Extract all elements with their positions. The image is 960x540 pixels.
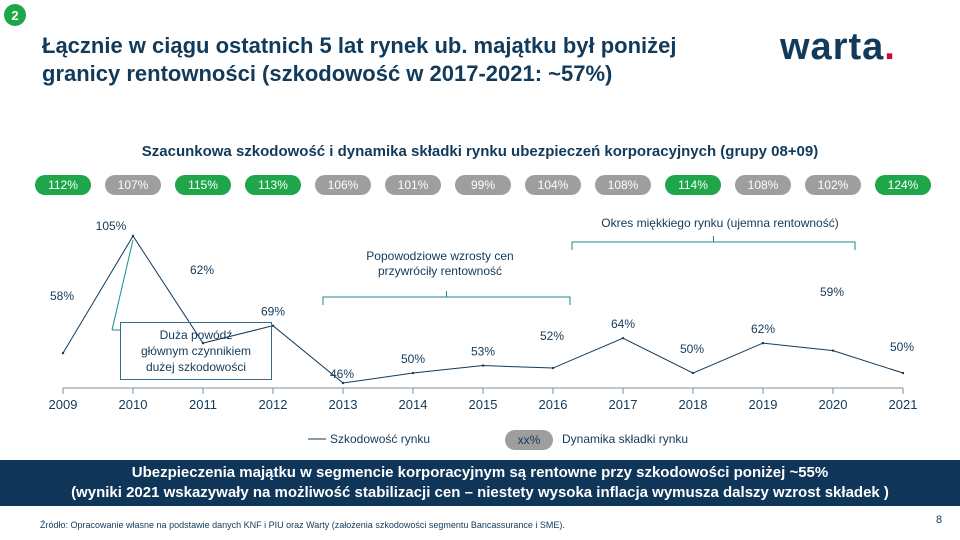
data-label-2016: 52%: [540, 329, 564, 343]
data-label-2017: 64%: [611, 317, 635, 331]
x-tick-label-2020: 2020: [819, 397, 848, 412]
premium-pill-2013: 106%: [315, 175, 371, 195]
x-tick-label-2012: 2012: [259, 397, 288, 412]
slide-number-badge: 2: [4, 4, 26, 26]
flood-callout-line: [111, 239, 134, 331]
premium-pill-2018: 114%: [665, 175, 721, 195]
post-flood-line-2: przywróciły rentowność: [377, 264, 503, 278]
source-note: Źródło: Opracowanie własne na podstawie …: [40, 520, 565, 530]
premium-dynamics-row: 112% 107% 115% 113% 106% 101% 99% 104% 108% 114% 1…: [0, 175, 960, 195]
data-point-2019: [761, 341, 765, 345]
x-tick-label-2010: 2010: [119, 397, 148, 412]
data-point-2017: [621, 336, 625, 340]
premium-pill-2010: 107%: [105, 175, 161, 195]
page-title: Łącznie w ciągu ostatnich 5 lat rynek ub…: [42, 33, 677, 86]
banner-line-1: Ubezpieczenia majątku w segmencie korpor…: [131, 464, 829, 481]
x-tick-label-2014: 2014: [399, 397, 428, 412]
conclusion-banner: Ubezpieczenia majątku w segmencie korpor…: [0, 460, 960, 506]
data-point-2010: [131, 234, 135, 238]
data-label-2012: 69%: [261, 305, 285, 319]
x-tick-label-2021: 2021: [889, 397, 918, 412]
x-tick-label-2016: 2016: [539, 397, 568, 412]
data-label-2013: 46%: [330, 367, 354, 381]
x-tick-label-2011: 2011: [189, 397, 217, 412]
x-tick-label-2018: 2018: [679, 397, 708, 412]
post-flood-bracket: [322, 291, 571, 305]
data-point-2009: [61, 351, 65, 355]
soft-market-annotation: Okres miękkiego rynku (ujemna rentowność…: [601, 216, 839, 230]
soft-market-bracket: [571, 236, 856, 250]
banner-line-2: (wyniki 2021 wskazywały na możliwość sta…: [71, 484, 889, 501]
post-flood-line-1: Popowodziowe wzrosty cen: [366, 249, 514, 263]
premium-pill-2017: 108%: [595, 175, 651, 195]
premium-pill-2021: 124%: [875, 175, 931, 195]
premium-pill-2020: 102%: [805, 175, 861, 195]
x-tick-label-2015: 2015: [469, 397, 498, 412]
data-label-2021: 50%: [890, 340, 914, 354]
data-point-2018: [691, 371, 695, 375]
data-label-2019: 62%: [751, 322, 775, 336]
data-label-2009: 58%: [50, 289, 74, 303]
data-label-2015: 53%: [471, 345, 495, 359]
legend-line-label: Szkodowość rynku: [330, 432, 431, 446]
flood-line-3: dużej szkodowości: [145, 360, 247, 374]
data-point-2015: [481, 364, 485, 367]
x-tick-label-2017: 2017: [609, 397, 638, 412]
data-point-2021: [901, 371, 905, 375]
logo-dot: .: [884, 26, 896, 68]
flood-line-1: Duża powódź: [159, 328, 233, 342]
data-label-2018: 50%: [680, 342, 704, 356]
logo-text: warta: [780, 26, 885, 68]
x-tick-label-2009: 2009: [49, 397, 78, 412]
premium-pill-2016: 104%: [525, 175, 581, 195]
premium-pill-2012: 113%: [245, 175, 301, 195]
post-flood-annotation: Popowodziowe wzrosty cen przywróciły ren…: [340, 249, 540, 279]
data-point-2013: [341, 381, 345, 385]
data-point-2014: [411, 371, 415, 375]
warta-logo: warta.: [780, 26, 896, 69]
data-label-2020: 59%: [820, 285, 844, 299]
page-number: 8: [936, 514, 943, 526]
chart-title: Szacunkowa szkodowość i dynamika składki…: [141, 143, 819, 160]
premium-pill-2009: 112%: [35, 175, 91, 195]
data-point-2011: [201, 341, 205, 345]
data-label-2014: 50%: [401, 352, 425, 366]
data-point-2012: [271, 324, 275, 327]
x-tick-label-2013: 2013: [329, 397, 358, 412]
data-label-2010: 105%: [96, 219, 127, 233]
premium-pill-2014: 101%: [385, 175, 441, 195]
legend-pill-sample: xx%: [505, 430, 553, 450]
x-tick-label-2019: 2019: [749, 397, 778, 412]
premium-pill-2011: 115%: [175, 175, 231, 195]
data-label-2011: 62%: [190, 263, 214, 277]
flood-line-2: głównym czynnikiem: [140, 344, 252, 358]
premium-pill-2015: 99%: [455, 175, 511, 195]
premium-pill-2019: 108%: [735, 175, 791, 195]
data-point-2020: [831, 349, 835, 352]
data-point-2016: [551, 366, 555, 370]
flood-annotation-box: Duża powódź głównym czynnikiem dużej szk…: [120, 322, 272, 380]
legend-pill-label: Dynamika składki rynku: [562, 432, 689, 446]
